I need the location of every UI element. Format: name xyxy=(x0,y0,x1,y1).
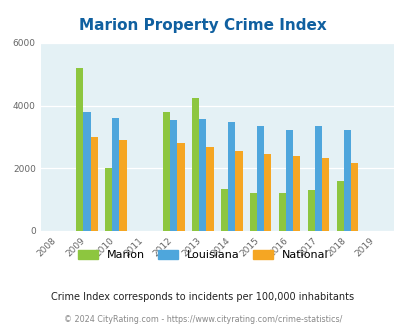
Bar xyxy=(307,190,314,231)
Bar xyxy=(105,168,112,231)
Bar xyxy=(235,151,242,231)
Bar xyxy=(76,68,83,231)
Bar xyxy=(198,119,206,231)
Text: © 2024 CityRating.com - https://www.cityrating.com/crime-statistics/: © 2024 CityRating.com - https://www.city… xyxy=(64,315,341,324)
Bar xyxy=(285,130,292,231)
Bar xyxy=(228,122,235,231)
Bar xyxy=(170,120,177,231)
Text: Crime Index corresponds to incidents per 100,000 inhabitants: Crime Index corresponds to incidents per… xyxy=(51,292,354,302)
Legend: Marion, Louisiana, National: Marion, Louisiana, National xyxy=(77,250,328,260)
Bar xyxy=(278,193,285,231)
Bar xyxy=(192,98,198,231)
Text: Marion Property Crime Index: Marion Property Crime Index xyxy=(79,18,326,33)
Bar xyxy=(206,147,213,231)
Bar xyxy=(119,140,126,231)
Bar xyxy=(314,126,322,231)
Bar xyxy=(336,181,343,231)
Bar xyxy=(264,154,271,231)
Bar xyxy=(112,117,119,231)
Bar xyxy=(83,112,90,231)
Bar xyxy=(322,158,328,231)
Bar xyxy=(177,143,184,231)
Bar xyxy=(162,112,170,231)
Bar xyxy=(292,156,300,231)
Bar xyxy=(256,126,264,231)
Bar xyxy=(220,189,228,231)
Bar xyxy=(90,137,98,231)
Bar xyxy=(343,130,350,231)
Bar xyxy=(350,163,358,231)
Bar xyxy=(249,193,256,231)
